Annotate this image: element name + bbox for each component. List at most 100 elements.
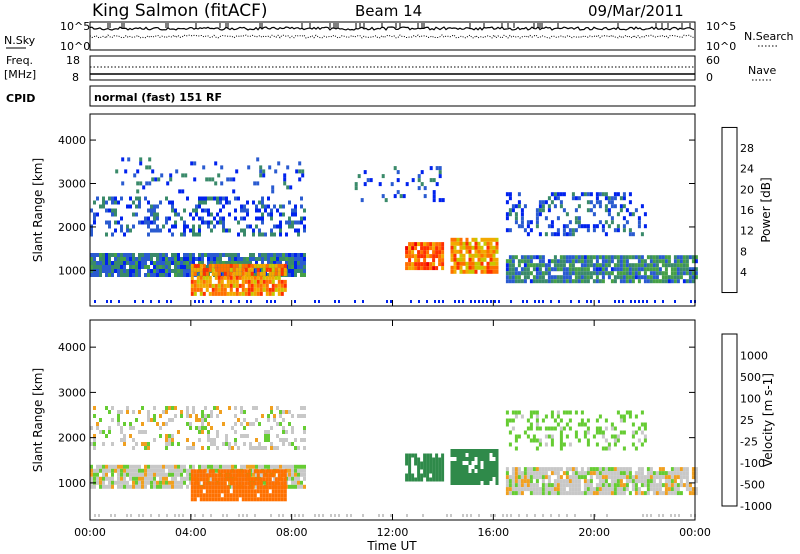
heatmap-cell <box>259 173 263 178</box>
heatmap-cell <box>288 273 291 277</box>
heatmap-cell <box>477 469 481 473</box>
heatmap-cell <box>168 418 171 422</box>
heatmap-cell <box>619 267 623 272</box>
heatmap-cell <box>565 475 569 480</box>
heatmap-cell <box>208 469 212 474</box>
heatmap-cell <box>420 262 424 267</box>
heatmap-cell <box>667 475 671 480</box>
heatmap-cell <box>526 220 530 225</box>
heatmap-cell <box>267 414 270 418</box>
heatmap-cell <box>432 258 436 263</box>
heatmap-cell <box>511 275 515 280</box>
heatmap-cell <box>508 196 512 201</box>
heatmap-cell <box>159 426 162 430</box>
heatmap-cell <box>429 242 433 247</box>
heatmap-cell <box>571 192 575 197</box>
heatmap-cell <box>282 438 285 442</box>
colorbar-tick-label: 100 <box>740 393 761 406</box>
heatmap-cell <box>255 273 258 277</box>
heatmap-cell <box>294 438 297 442</box>
heatmap-cell <box>658 514 660 517</box>
heatmap-cell <box>210 212 213 217</box>
heatmap-cell <box>598 200 602 205</box>
heatmap-cell <box>216 434 219 438</box>
heatmap-cell <box>517 487 521 492</box>
heatmap-cell <box>625 471 629 476</box>
heatmap-cell <box>204 253 207 257</box>
heatmap-cell <box>192 208 195 213</box>
heatmap-cell <box>462 449 466 453</box>
heatmap-cell <box>298 514 300 517</box>
heatmap-cell <box>195 204 198 209</box>
heatmap-cell <box>553 255 557 260</box>
heatmap-cell <box>517 467 521 472</box>
heatmap-cell <box>190 263 194 268</box>
heatmap-cell <box>526 224 530 229</box>
heatmap-cell <box>150 228 153 233</box>
heatmap-cell <box>133 173 137 178</box>
heatmap-cell <box>459 257 463 262</box>
heatmap-cell <box>538 275 542 280</box>
heatmap-cell <box>334 300 336 303</box>
heatmap-cell <box>616 263 620 268</box>
heatmap-cell <box>156 257 159 261</box>
heatmap-cell <box>117 472 120 477</box>
heatmap-cell <box>417 469 421 474</box>
heatmap-cell <box>601 224 605 229</box>
heatmap-cell <box>432 178 436 183</box>
heatmap-cell <box>276 224 279 229</box>
heatmap-cell <box>252 472 255 477</box>
heatmap-cell <box>126 273 129 277</box>
heatmap-cell <box>610 267 614 272</box>
heatmap-cell <box>158 514 160 517</box>
heatmap-cell <box>114 269 117 273</box>
heatmap-cell <box>450 465 454 469</box>
heatmap-cell <box>435 465 439 470</box>
heatmap-cell <box>271 275 275 280</box>
heatmap-cell <box>222 220 225 225</box>
heatmap-cell <box>369 178 373 183</box>
heatmap-cell <box>111 269 114 273</box>
heatmap-cell <box>529 487 533 492</box>
heatmap-cell <box>120 426 123 430</box>
heatmap-cell <box>243 434 246 438</box>
heatmap-cell <box>637 271 641 276</box>
heatmap-cell <box>256 181 260 186</box>
heatmap-cell <box>159 414 162 418</box>
heatmap-cell <box>532 483 536 488</box>
heatmap-cell <box>303 406 306 410</box>
heatmap-cell <box>562 232 566 237</box>
heatmap-cell <box>267 253 270 257</box>
heatmap-cell <box>138 514 140 517</box>
heatmap-cell <box>271 481 275 486</box>
heatmap-cell <box>180 480 183 485</box>
heatmap-cell <box>216 446 219 450</box>
heatmap-cell <box>261 200 264 205</box>
heatmap-cell <box>265 493 269 498</box>
heatmap-cell <box>288 468 291 473</box>
heatmap-cell <box>577 267 581 272</box>
heatmap-cell <box>189 464 192 469</box>
heatmap-cell <box>165 434 168 438</box>
heatmap-cell <box>610 467 614 472</box>
heatmap-cell <box>508 208 512 213</box>
heatmap-cell <box>148 181 152 186</box>
heatmap-cell <box>411 453 415 458</box>
heatmap-cell <box>661 467 665 472</box>
heatmap-cell <box>640 232 644 237</box>
heatmap-cell <box>691 471 695 476</box>
heatmap-cell <box>438 242 442 247</box>
heatmap-cell <box>456 249 460 254</box>
heatmap-cell <box>441 246 445 251</box>
heatmap-cell <box>589 208 593 213</box>
heatmap-cell <box>174 414 177 418</box>
heatmap-cell <box>538 491 542 496</box>
heatmap-cell <box>532 279 536 284</box>
heatmap-cell <box>474 241 478 246</box>
heatmap-cell <box>214 287 218 292</box>
heatmap-cell <box>265 481 269 486</box>
heatmap-cell <box>459 249 463 254</box>
heatmap-cell <box>483 269 487 274</box>
heatmap-cell <box>123 261 126 265</box>
heatmap-cell <box>219 196 222 201</box>
